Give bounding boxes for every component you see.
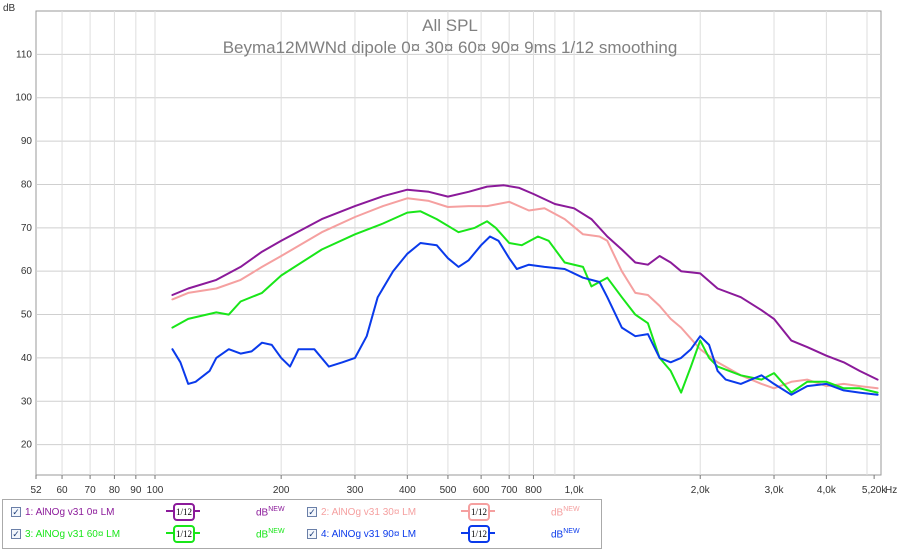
legend-swatch-1[interactable]: 1/12	[166, 503, 200, 521]
check-icon[interactable]: ✓	[307, 529, 317, 539]
y-tick-label: 50	[21, 310, 33, 321]
chart-title: All SPL	[422, 16, 478, 35]
chart-subtitle: Beyma12MWNd dipole 0¤ 30¤ 60¤ 90¤ 9ms 1/…	[223, 38, 678, 57]
legend-label-4: 4: AlNOg v31 90¤ LM	[321, 528, 417, 540]
series-line-2	[171, 197, 879, 390]
x-tick-label: 5,20k	[862, 485, 887, 496]
x-tick-label: 200	[273, 485, 290, 496]
legend-label-2: 2: AlNOg v31 30¤ LM	[321, 506, 417, 518]
legend-item-4[interactable]: ✓ 4: AlNOg v31 90¤ LM	[307, 525, 416, 543]
check-icon[interactable]: ✓	[11, 529, 21, 539]
plot-area	[35, 10, 882, 476]
y-tick-label: 30	[21, 396, 33, 407]
x-tick-label: 3,0k	[765, 485, 785, 496]
check-icon[interactable]: ✓	[307, 507, 317, 517]
series-line-1	[171, 184, 879, 381]
x-tick-label: 90	[130, 485, 142, 496]
series-line-4	[171, 235, 879, 396]
smoothing-badge-3: 1/12	[173, 525, 195, 543]
y-tick-label: 110	[16, 49, 32, 60]
x-tick-label: 400	[399, 485, 416, 496]
x-tick-label: 2,0k	[691, 485, 711, 496]
x-tick-label: 60	[56, 485, 68, 496]
y-tick-label: 80	[21, 179, 33, 190]
x-tick-label: 52	[30, 485, 42, 496]
x-tick-label: 4,0k	[817, 485, 837, 496]
y-axis-label: dB	[3, 3, 16, 14]
x-tick-label: 500	[440, 485, 457, 496]
x-tick-label: 700	[501, 485, 518, 496]
x-tick-label: 100	[147, 485, 164, 496]
y-tick-label: 40	[21, 353, 33, 364]
x-tick-label: 80	[109, 485, 121, 496]
y-tick-label: 20	[21, 440, 33, 451]
spl-chart: 20 30 40 50 60 70 80 90 100 110 52 60 70 80 90 100 200 3…	[3, 3, 898, 496]
legend-label-1: 1: AlNOg v31 0¤ LM	[25, 506, 115, 518]
legend-unit-4: dBNEW	[551, 528, 580, 541]
legend-item-3[interactable]: ✓ 3: AlNOg v31 60¤ LM	[11, 525, 120, 543]
x-tick-label: 1,0k	[565, 485, 585, 496]
y-tick-label: 100	[15, 93, 32, 104]
y-tick-label: 60	[21, 266, 33, 277]
legend-unit-1: dBNEW	[256, 506, 285, 519]
x-tick-label: 300	[347, 485, 364, 496]
legend-swatch-3[interactable]: 1/12	[166, 525, 200, 543]
x-tick-label: 70	[85, 485, 97, 496]
legend-item-2[interactable]: ✓ 2: AlNOg v31 30¤ LM	[307, 503, 416, 521]
legend-unit-2: dBNEW	[551, 506, 580, 519]
legend: ✓ 1: AlNOg v31 0¤ LM 1/12 dBNEW ✓ 2: AlN…	[2, 499, 602, 549]
x-axis-unit: Hz	[885, 485, 897, 496]
x-tick-label: 800	[525, 485, 542, 496]
check-icon[interactable]: ✓	[11, 507, 21, 517]
x-tick-label: 600	[473, 485, 490, 496]
legend-swatch-2[interactable]: 1/12	[461, 503, 495, 521]
legend-item-1[interactable]: ✓ 1: AlNOg v31 0¤ LM	[11, 503, 115, 521]
legend-unit-3: dBNEW	[256, 528, 285, 541]
smoothing-badge-4: 1/12	[468, 525, 490, 543]
smoothing-badge-2: 1/12	[468, 503, 490, 521]
legend-swatch-4[interactable]: 1/12	[461, 525, 495, 543]
y-tick-label: 90	[21, 136, 33, 147]
series-line-3	[171, 210, 879, 394]
legend-label-3: 3: AlNOg v31 60¤ LM	[25, 528, 121, 540]
smoothing-badge-1: 1/12	[173, 503, 195, 521]
y-tick-label: 70	[21, 223, 33, 234]
